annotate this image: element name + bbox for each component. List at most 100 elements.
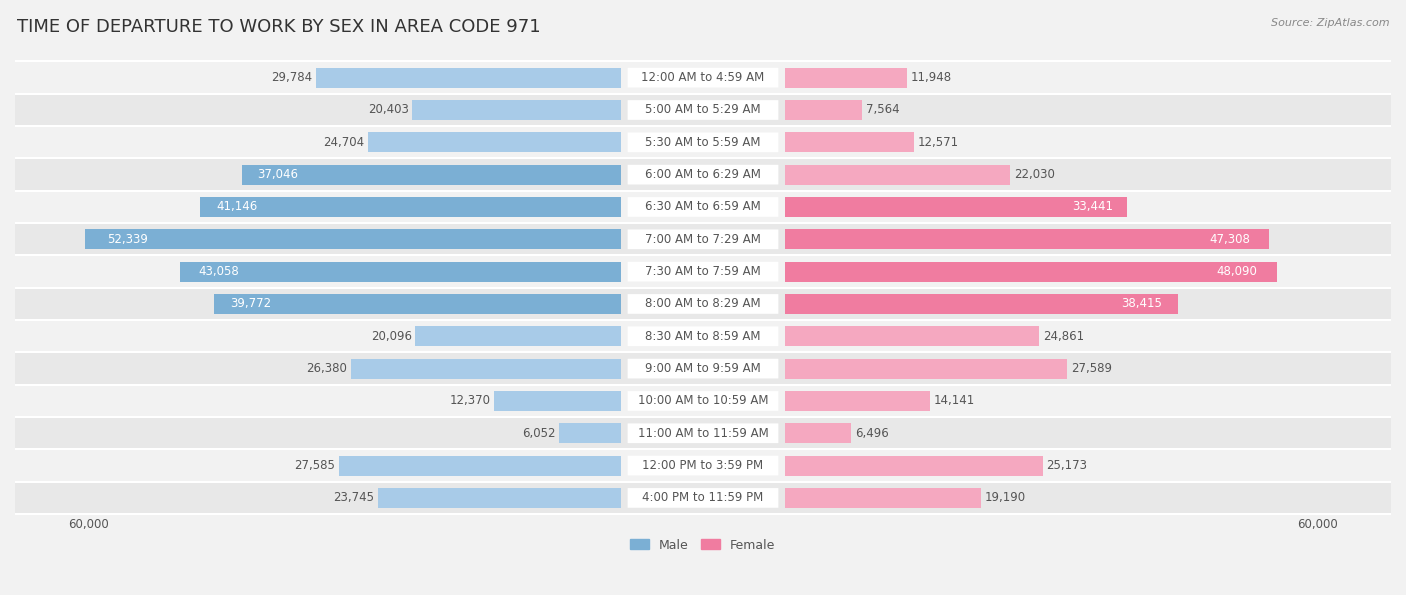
Bar: [368, 132, 621, 152]
Text: 37,046: 37,046: [257, 168, 298, 181]
FancyBboxPatch shape: [627, 294, 779, 314]
Bar: [15, 94, 1391, 126]
FancyBboxPatch shape: [627, 133, 779, 152]
FancyBboxPatch shape: [627, 230, 779, 249]
FancyBboxPatch shape: [627, 262, 779, 281]
FancyBboxPatch shape: [627, 100, 779, 120]
Text: 26,380: 26,380: [307, 362, 347, 375]
FancyBboxPatch shape: [627, 359, 779, 378]
Text: 41,146: 41,146: [217, 201, 257, 214]
FancyBboxPatch shape: [627, 456, 779, 475]
FancyBboxPatch shape: [627, 165, 779, 184]
Text: 7:30 AM to 7:59 AM: 7:30 AM to 7:59 AM: [645, 265, 761, 278]
Bar: [785, 132, 914, 152]
Bar: [785, 262, 1277, 281]
FancyBboxPatch shape: [627, 391, 779, 411]
Text: 4:00 PM to 11:59 PM: 4:00 PM to 11:59 PM: [643, 491, 763, 505]
Text: 10:00 AM to 10:59 AM: 10:00 AM to 10:59 AM: [638, 394, 768, 408]
Text: 22,030: 22,030: [1014, 168, 1054, 181]
Text: 7:00 AM to 7:29 AM: 7:00 AM to 7:29 AM: [645, 233, 761, 246]
Bar: [785, 197, 1128, 217]
Bar: [412, 100, 621, 120]
Text: 47,308: 47,308: [1209, 233, 1250, 246]
Bar: [785, 326, 1039, 346]
Text: 6,496: 6,496: [855, 427, 889, 440]
Text: 27,589: 27,589: [1071, 362, 1112, 375]
Bar: [15, 158, 1391, 191]
Bar: [316, 68, 621, 87]
Text: Source: ZipAtlas.com: Source: ZipAtlas.com: [1271, 18, 1389, 28]
Text: 23,745: 23,745: [333, 491, 374, 505]
Bar: [15, 191, 1391, 223]
Bar: [15, 417, 1391, 449]
Text: 12:00 AM to 4:59 AM: 12:00 AM to 4:59 AM: [641, 71, 765, 84]
Bar: [200, 197, 621, 217]
Bar: [415, 326, 621, 346]
Bar: [86, 229, 621, 249]
Bar: [15, 255, 1391, 288]
Bar: [15, 320, 1391, 352]
Text: 12,370: 12,370: [450, 394, 491, 408]
Bar: [180, 262, 621, 281]
Text: 5:00 AM to 5:29 AM: 5:00 AM to 5:29 AM: [645, 104, 761, 117]
Text: 6:30 AM to 6:59 AM: 6:30 AM to 6:59 AM: [645, 201, 761, 214]
Text: 19,190: 19,190: [986, 491, 1026, 505]
Bar: [785, 456, 1043, 475]
Bar: [339, 456, 621, 475]
Text: 52,339: 52,339: [107, 233, 148, 246]
Bar: [242, 165, 621, 184]
Text: 11:00 AM to 11:59 AM: 11:00 AM to 11:59 AM: [638, 427, 768, 440]
FancyBboxPatch shape: [627, 488, 779, 508]
FancyBboxPatch shape: [627, 68, 779, 87]
Text: 60,000: 60,000: [1296, 518, 1337, 531]
Bar: [785, 100, 862, 120]
Text: 38,415: 38,415: [1122, 298, 1163, 311]
Bar: [15, 385, 1391, 417]
Text: 7,564: 7,564: [866, 104, 900, 117]
Text: 9:00 AM to 9:59 AM: 9:00 AM to 9:59 AM: [645, 362, 761, 375]
Text: 48,090: 48,090: [1216, 265, 1257, 278]
Bar: [378, 488, 621, 508]
Bar: [15, 288, 1391, 320]
Text: 43,058: 43,058: [198, 265, 239, 278]
Bar: [785, 391, 929, 411]
Legend: Male, Female: Male, Female: [626, 534, 780, 556]
Bar: [495, 391, 621, 411]
Text: 12,571: 12,571: [917, 136, 959, 149]
Text: 27,585: 27,585: [294, 459, 335, 472]
Text: 24,861: 24,861: [1043, 330, 1084, 343]
Text: 20,403: 20,403: [367, 104, 409, 117]
Bar: [15, 126, 1391, 158]
FancyBboxPatch shape: [627, 327, 779, 346]
Text: TIME OF DEPARTURE TO WORK BY SEX IN AREA CODE 971: TIME OF DEPARTURE TO WORK BY SEX IN AREA…: [17, 18, 540, 36]
Bar: [15, 449, 1391, 482]
Bar: [785, 359, 1067, 378]
Text: 20,096: 20,096: [371, 330, 412, 343]
Text: 11,948: 11,948: [911, 71, 952, 84]
FancyBboxPatch shape: [627, 197, 779, 217]
Text: 25,173: 25,173: [1046, 459, 1087, 472]
FancyBboxPatch shape: [627, 424, 779, 443]
Bar: [15, 223, 1391, 255]
Bar: [352, 359, 621, 378]
Text: 6,052: 6,052: [522, 427, 555, 440]
Text: 14,141: 14,141: [934, 394, 974, 408]
Text: 5:30 AM to 5:59 AM: 5:30 AM to 5:59 AM: [645, 136, 761, 149]
Text: 8:00 AM to 8:29 AM: 8:00 AM to 8:29 AM: [645, 298, 761, 311]
Bar: [15, 61, 1391, 94]
Bar: [785, 68, 907, 87]
Text: 60,000: 60,000: [69, 518, 110, 531]
Text: 24,704: 24,704: [323, 136, 364, 149]
Bar: [785, 229, 1270, 249]
Text: 29,784: 29,784: [271, 71, 312, 84]
Bar: [214, 294, 621, 314]
Text: 6:00 AM to 6:29 AM: 6:00 AM to 6:29 AM: [645, 168, 761, 181]
Bar: [15, 352, 1391, 385]
Text: 12:00 PM to 3:59 PM: 12:00 PM to 3:59 PM: [643, 459, 763, 472]
Bar: [785, 423, 852, 443]
Text: 8:30 AM to 8:59 AM: 8:30 AM to 8:59 AM: [645, 330, 761, 343]
Bar: [785, 488, 981, 508]
Text: 33,441: 33,441: [1073, 201, 1114, 214]
Bar: [785, 165, 1011, 184]
Bar: [15, 482, 1391, 514]
